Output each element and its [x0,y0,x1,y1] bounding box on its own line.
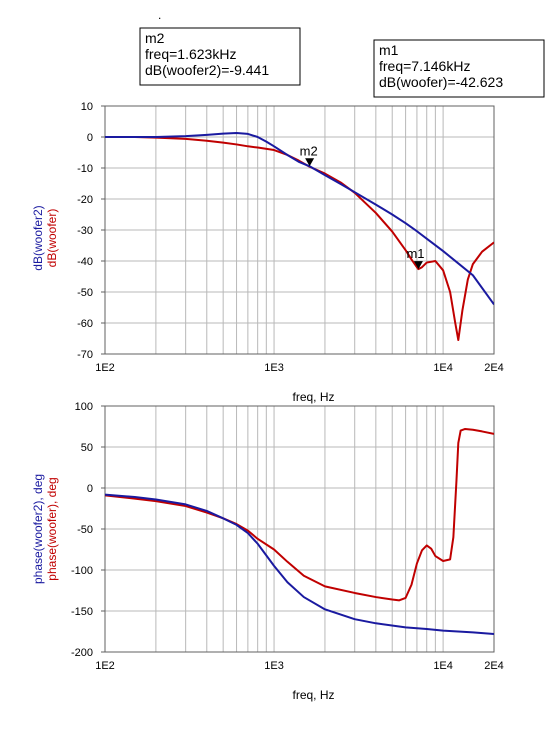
x-axis-label: freq, Hz [292,688,334,702]
x-axis-label: freq, Hz [292,390,334,404]
series-line-1 [105,493,494,635]
y-tick-label: -60 [77,318,93,330]
y-axis-label: dB(woofer) [45,209,59,268]
y-tick-label: -20 [77,194,93,206]
y-tick-label: -70 [77,349,93,361]
y-tick-label: 50 [81,442,93,454]
marker-readout-line: freq=7.146kHz [379,58,470,74]
y-tick-label: -150 [71,606,93,618]
y-tick-label: -200 [71,647,93,659]
marker-readout-line: dB(woofer)=-42.623 [379,74,503,90]
y-tick-label: -50 [77,524,93,536]
marker-label: m2 [300,143,318,158]
y-tick-label: 0 [87,132,93,144]
y-tick-label: -30 [77,225,93,237]
marker-readout-line: m2 [145,30,165,46]
stray-dot: . [158,8,161,22]
marker-readout-box [139,27,301,86]
x-tick-label: 1E4 [433,660,453,672]
marker-m2[interactable] [305,158,315,167]
x-tick-label: 2E4 [484,362,504,374]
y-tick-label: -40 [77,256,93,268]
x-tick-label: 1E2 [95,660,115,672]
y-axis-label: phase(woofer), deg [45,477,59,580]
y-axis-label: dB(woofer2) [31,205,45,270]
series-line-1 [105,131,494,305]
y-tick-label: 100 [75,401,93,413]
y-tick-label: -100 [71,565,93,577]
y-tick-label: 0 [87,483,93,495]
x-tick-label: 1E3 [264,362,284,374]
marker-label: m1 [406,246,424,261]
marker-m1[interactable] [413,261,423,270]
marker-readout-line: dB(woofer2)=-9.441 [145,62,269,78]
x-tick-label: 1E2 [95,362,115,374]
y-tick-label: 10 [81,101,93,113]
x-tick-label: 1E4 [433,362,453,374]
series-line-2 [105,136,494,342]
marker-readout-line: m1 [379,42,399,58]
marker-readout-box [373,39,545,98]
x-tick-label: 2E4 [484,660,504,672]
marker-readout-line: freq=1.623kHz [145,46,236,62]
x-tick-label: 1E3 [264,660,284,672]
y-tick-label: -10 [77,163,93,175]
y-tick-label: -50 [77,287,93,299]
y-axis-label: phase(woofer2), deg [31,474,45,584]
